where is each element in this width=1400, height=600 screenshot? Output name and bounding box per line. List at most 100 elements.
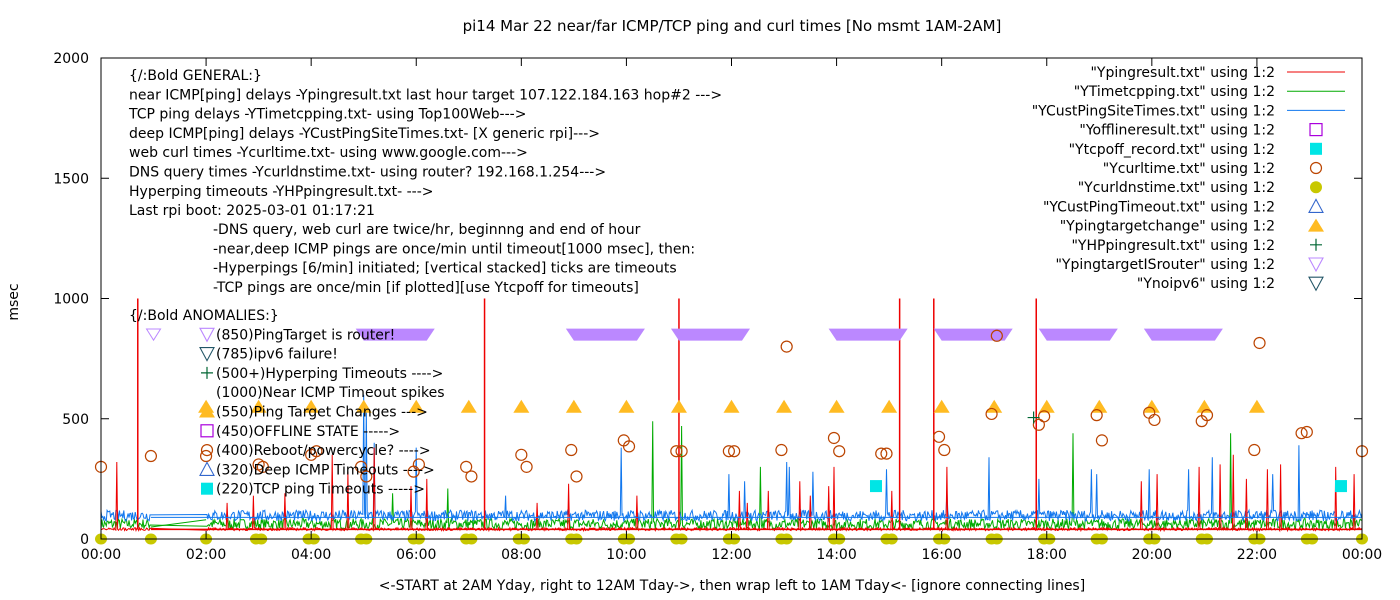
anomaly-symbol-plus-icon [201, 366, 213, 379]
ping-target-router-band [1038, 328, 1118, 341]
curl-time-marker [1295, 427, 1308, 440]
legend-filled-circle-icon [1310, 181, 1322, 194]
ping-target-change-marker [670, 399, 687, 413]
legend-open-square-icon [1309, 122, 1323, 137]
anomaly-annotation-line: (320)Deep ICMP Timeouts ----> [216, 462, 435, 478]
curl-time-marker [1200, 409, 1214, 422]
x-tick-label: 12:00 [711, 547, 751, 563]
curl-time-marker [728, 445, 741, 458]
legend-label: "Yofflineresult.txt" using 1:2 [1079, 123, 1275, 139]
curl-time-marker [412, 458, 425, 471]
curl-time-marker [622, 440, 636, 453]
curl-time-marker [985, 407, 998, 421]
x-tick-label: 20:00 [1132, 547, 1172, 563]
curl-time-marker [465, 470, 478, 483]
legend-label: "YTimetcpping.txt" using 1:2 [1074, 84, 1275, 100]
y-tick-label: 2000 [53, 51, 89, 67]
anomaly-annotation-line: (400)Reboot/powercycle? ----> [216, 443, 431, 459]
general-annotation-line: Hyperping timeouts -YHPpingresult.txt- -… [129, 184, 434, 200]
note-annotation-line: -Hyperpings [6/min] initiated; [vertical… [213, 261, 677, 277]
general-annotation-line: DNS query times -Ycurldnstime.txt- using… [129, 165, 606, 181]
ping-target-router-band [355, 328, 435, 341]
legend-label: "YCustPingTimeout.txt" using 1:2 [1043, 199, 1275, 215]
curl-time-marker [520, 460, 533, 473]
anomaly-annotation-line: (785)ipv6 failure! [216, 347, 338, 363]
ping-target-change-marker [881, 399, 898, 413]
anomaly-annotation-line: (450)OFFLINE STATE -----> [216, 424, 400, 440]
curl-time-marker [256, 460, 269, 473]
ping-target-router-band [670, 328, 751, 341]
ping-target-change-marker [933, 399, 950, 413]
legend-label: "Ypingtargetchange" using 1:2 [1060, 219, 1275, 235]
series-deep-icmp-line [100, 394, 1363, 523]
ping-target-change-marker [986, 399, 1003, 413]
curl-time-marker [990, 329, 1003, 342]
curl-time-marker [932, 430, 946, 443]
ping-target-change-marker [828, 399, 845, 413]
x-tick-label: 22:00 [1237, 547, 1277, 563]
curl-time-marker [1253, 336, 1266, 350]
anomaly-annotation-line: (550)Ping Target Changes ---> [216, 405, 428, 421]
curl-time-marker [1038, 410, 1051, 423]
general-annotation-line: TCP ping delays -YTimetcpping.txt- using… [128, 107, 526, 123]
tcp-wrap-line [150, 519, 207, 528]
legend-label: "Ycurldnstime.txt" using 1:2 [1078, 180, 1275, 196]
general-annotation-line: deep ICMP[ping] delays -YCustPingSiteTim… [129, 126, 600, 142]
curl-time-marker [565, 443, 578, 457]
curl-time-marker [875, 447, 888, 460]
curl-time-marker [515, 448, 528, 461]
legend-open-triangle-up-icon [1308, 198, 1324, 213]
x-axis-label: <-START at 2AM Yday, right to 12AM Tday-… [379, 578, 1085, 594]
general-annotation-line: {/:Bold GENERAL:} [129, 68, 262, 84]
axes: 0 500 1000 1500 2000 00:00 02:00 04:00 06:00 08:0… [53, 51, 1382, 563]
x-tick-label: 04:00 [291, 547, 331, 563]
curl-time-marker [827, 431, 841, 445]
y-axis-label: msec [6, 283, 22, 320]
curl-time-marker [1095, 434, 1109, 447]
annotations-notes: -DNS query, web curl are twice/hr, begin… [213, 222, 695, 296]
ping-target-change-marker [1143, 399, 1160, 413]
legend-filled-triangle-up-icon [1308, 218, 1324, 232]
curl-time-marker [775, 443, 788, 457]
y-tick-label: 500 [62, 412, 89, 428]
ping-target-router-band [1143, 328, 1223, 341]
legend-open-triangle-down-icon [1308, 276, 1324, 292]
plot-area [94, 298, 1369, 545]
legend-label: "YHPpingresult.txt" using 1:2 [1071, 238, 1275, 254]
legend-label: "Ycurltime.txt" using 1:2 [1103, 161, 1275, 177]
note-annotation-line: -near,deep ICMP pings are once/min until… [213, 241, 695, 257]
anomaly-annotation-line: (500+)Hyperping Timeouts ----> [216, 366, 443, 382]
anomaly-symbol-open-triangle-down-icon [199, 347, 215, 362]
ping-target-change-marker [723, 399, 740, 413]
y-tick-label: 0 [80, 532, 89, 548]
ping-target-change-marker [460, 399, 477, 413]
x-tick-label: 02:00 [186, 547, 226, 563]
curl-time-marker [1300, 425, 1313, 439]
curl-time-marker [144, 449, 158, 463]
anomaly-symbol-open-triangle-down-icon [199, 327, 215, 343]
curl-time-marker [675, 445, 688, 458]
x-tick-label: 08:00 [501, 547, 541, 563]
chart-title: pi14 Mar 22 near/far ICMP/TCP ping and c… [463, 17, 1002, 35]
ping-target-change-marker [355, 399, 372, 413]
ping-target-change-marker [1038, 399, 1055, 413]
ping-target-change-marker [776, 399, 793, 413]
legend: "Ypingresult.txt" using 1:2 "YTimetcpping… [1032, 65, 1345, 292]
annotations-general: {/:Bold GENERAL:} near ICMP[ping] delays … [128, 68, 722, 219]
curl-time-marker [354, 460, 368, 473]
y-tick-label: 1500 [53, 171, 89, 187]
x-tick-label: 10:00 [606, 547, 646, 563]
y-tick-label: 1000 [53, 292, 89, 308]
curl-time-marker [880, 447, 893, 460]
legend-label: "YpingtargetISrouter" using 1:2 [1055, 257, 1275, 273]
ping-target-change-marker [513, 399, 530, 413]
curl-time-marker [460, 460, 473, 473]
curl-time-marker [1032, 418, 1045, 431]
curl-time-marker [199, 449, 213, 463]
legend-label: "Ypingresult.txt" using 1:2 [1090, 65, 1275, 81]
curl-time-marker [360, 470, 373, 483]
curl-time-marker [1090, 409, 1103, 422]
hyperping-timeout-marker [1027, 411, 1040, 424]
curl-time-marker [938, 443, 951, 457]
